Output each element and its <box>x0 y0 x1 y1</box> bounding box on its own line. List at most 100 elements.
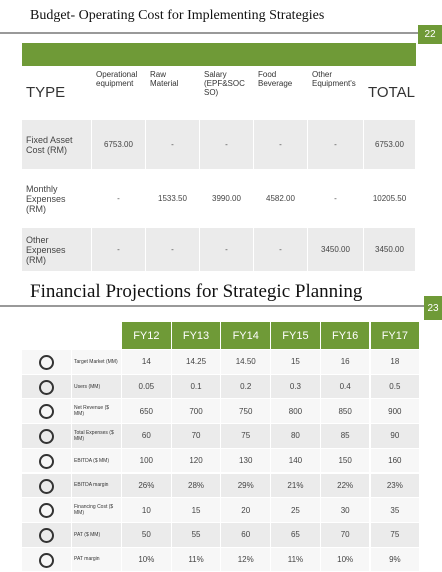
header-cell: FY17 <box>370 322 421 350</box>
table-cell: 0.05 <box>122 374 172 400</box>
table-cell: 25 <box>271 498 321 523</box>
table-cell: 9% <box>370 547 421 572</box>
table-cell: 15 <box>171 498 222 523</box>
header-cell: TOTAL <box>364 66 416 120</box>
table-cell: 1533.50 <box>146 170 200 228</box>
header-cell: Operational equipment <box>92 66 146 120</box>
table-cell: 18 <box>370 350 421 375</box>
table-cell: 11% <box>271 547 321 572</box>
table-cell: 60 <box>122 424 172 449</box>
table-cell: 12% <box>221 547 272 572</box>
table-cell: 800 <box>271 399 321 425</box>
page-number: 23 <box>424 296 442 320</box>
header-cell: TYPE <box>22 66 92 120</box>
header-cell: Other Equipment's <box>308 66 364 120</box>
icon <box>39 527 54 543</box>
table-cell: 3450.00 <box>364 228 416 272</box>
table-cell: 0.3 <box>271 374 321 400</box>
header-cell: Raw Material <box>146 66 200 120</box>
icon <box>39 379 54 395</box>
row-label: PAT ($ MM) <box>72 522 122 548</box>
table-cell: 70 <box>171 424 222 449</box>
table-cell: 21% <box>271 473 321 499</box>
table-cell: 0.5 <box>370 374 421 400</box>
table-cell: 100 <box>122 448 172 474</box>
icon <box>39 429 54 445</box>
table-cell: 11% <box>171 547 222 572</box>
divider <box>0 305 424 307</box>
table-cell: 16 <box>320 350 371 375</box>
table-cell: 85 <box>320 424 371 449</box>
row-label: Fixed Asset Cost (RM) <box>22 120 92 170</box>
table-cell: 90 <box>370 424 421 449</box>
table-cell: - <box>308 120 364 170</box>
table-cell: 29% <box>221 473 272 499</box>
table-cell: 14.25 <box>171 350 222 375</box>
table-cell: - <box>200 228 254 272</box>
icon <box>39 503 54 519</box>
header-cell: Salary (EPF&SOC SO) <box>200 66 254 120</box>
table-cell: 15 <box>271 350 321 375</box>
icon <box>39 404 54 420</box>
row-label: Monthly Expenses (RM) <box>22 170 92 228</box>
table-cell: 22% <box>320 473 371 499</box>
row-label: PAT margin <box>72 547 122 572</box>
row-label: Financing Cost ($ MM) <box>72 498 122 523</box>
icon <box>39 355 54 370</box>
table-cell: 700 <box>171 399 222 425</box>
table-cell: 75 <box>221 424 272 449</box>
table-cell: 3990.00 <box>200 170 254 228</box>
row-label: Target Market (MM) <box>72 350 122 375</box>
table-cell: 23% <box>370 473 421 499</box>
slide-title: Financial Projections for Strategic Plan… <box>30 281 363 302</box>
row-label: Net Revenue ($ MM) <box>72 399 122 425</box>
header-cell: FY13 <box>171 322 222 350</box>
table-cell: 120 <box>171 448 222 474</box>
table-cell: 26% <box>122 473 172 499</box>
table-cell: 30 <box>320 498 371 523</box>
table-cell: 150 <box>320 448 371 474</box>
table-cell: 60 <box>221 522 272 548</box>
table-cell: - <box>146 120 200 170</box>
table-cell: 0.4 <box>320 374 371 400</box>
table-cell: - <box>254 228 308 272</box>
row-label: Other Expenses (RM) <box>22 228 92 272</box>
icon <box>39 478 54 494</box>
table-cell: 130 <box>221 448 272 474</box>
icon <box>39 552 54 568</box>
header-band <box>22 43 416 66</box>
table-cell: 10% <box>122 547 172 572</box>
table-cell: 4582.00 <box>254 170 308 228</box>
header-cell: Food Beverage <box>254 66 308 120</box>
table-cell: 3450.00 <box>308 228 364 272</box>
table-cell: 10205.50 <box>364 170 416 228</box>
table-cell: 65 <box>271 522 321 548</box>
table-cell: 50 <box>122 522 172 548</box>
table-cell: 750 <box>221 399 272 425</box>
table-cell: 6753.00 <box>92 120 146 170</box>
table-cell: 650 <box>122 399 172 425</box>
row-label: Users (MM) <box>72 374 122 400</box>
table-cell: 55 <box>171 522 222 548</box>
header-cell: FY16 <box>320 322 371 350</box>
table-cell: 20 <box>221 498 272 523</box>
table-cell: 10 <box>122 498 172 523</box>
icon <box>39 453 54 469</box>
page-number: 22 <box>418 25 442 44</box>
table-cell: 0.1 <box>171 374 222 400</box>
table-cell: - <box>308 170 364 228</box>
header-cell: FY14 <box>221 322 272 350</box>
table-cell: - <box>200 120 254 170</box>
table-cell: 75 <box>370 522 421 548</box>
table-cell: 900 <box>370 399 421 425</box>
table-cell: 28% <box>171 473 222 499</box>
table-cell: 160 <box>370 448 421 474</box>
row-label: Total Expenses ($ MM) <box>72 424 122 449</box>
table-cell: - <box>92 228 146 272</box>
table-cell: - <box>254 120 308 170</box>
table-cell: 850 <box>320 399 371 425</box>
header-cell: FY15 <box>271 322 321 350</box>
table-cell: 14.50 <box>221 350 272 375</box>
table-cell: 80 <box>271 424 321 449</box>
